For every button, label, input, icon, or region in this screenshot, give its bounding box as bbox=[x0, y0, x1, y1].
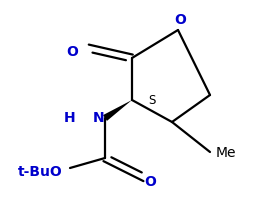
Text: N: N bbox=[93, 111, 105, 125]
Text: S: S bbox=[148, 93, 155, 107]
Text: H: H bbox=[63, 111, 75, 125]
Text: O: O bbox=[144, 175, 156, 189]
Polygon shape bbox=[103, 100, 132, 121]
Text: t-BuO: t-BuO bbox=[18, 165, 63, 179]
Text: O: O bbox=[174, 13, 186, 27]
Text: Me: Me bbox=[216, 146, 236, 160]
Text: O: O bbox=[66, 45, 78, 59]
